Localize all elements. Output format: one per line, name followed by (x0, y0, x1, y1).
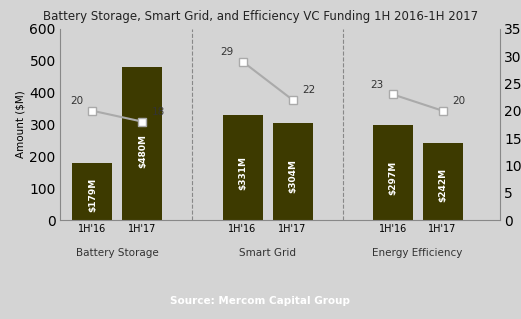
Text: $297M: $297M (388, 160, 397, 195)
Text: Smart Grid: Smart Grid (239, 248, 296, 258)
Y-axis label: Amount ($M): Amount ($M) (15, 91, 25, 158)
Text: 29: 29 (220, 47, 233, 57)
Bar (72, 163, 113, 220)
Bar (122, 67, 163, 220)
Text: $179M: $179M (88, 177, 97, 211)
Text: 20: 20 (452, 96, 465, 106)
Text: $304M: $304M (288, 160, 297, 193)
Text: 18: 18 (152, 107, 165, 117)
Text: $331M: $331M (238, 156, 247, 189)
Text: Battery Storage: Battery Storage (76, 248, 159, 258)
Bar (272, 123, 313, 220)
Bar (423, 143, 463, 220)
Bar (373, 125, 413, 220)
Text: 20: 20 (70, 96, 83, 106)
Text: Battery Storage, Smart Grid, and Efficiency VC Funding 1H 2016-1H 2017: Battery Storage, Smart Grid, and Efficie… (43, 10, 478, 23)
Bar (222, 115, 263, 220)
Text: $242M: $242M (438, 168, 447, 203)
Text: 22: 22 (302, 85, 315, 95)
Text: Energy Efficiency: Energy Efficiency (373, 248, 463, 258)
Text: $480M: $480M (138, 134, 147, 168)
Text: 23: 23 (370, 80, 383, 90)
Text: Source: Mercom Capital Group: Source: Mercom Capital Group (170, 296, 351, 307)
